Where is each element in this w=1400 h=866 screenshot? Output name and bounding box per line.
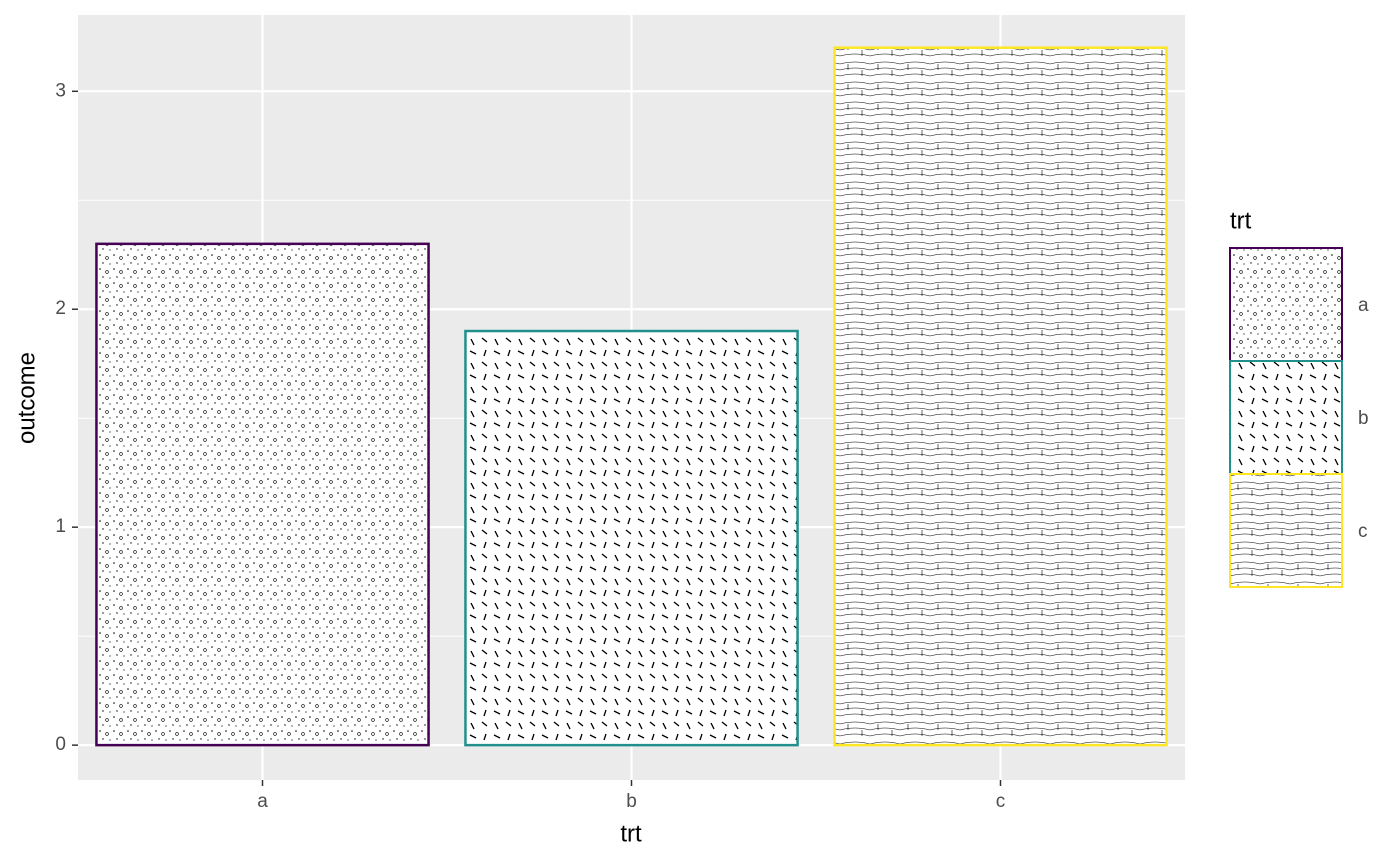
- legend-key: [1229, 360, 1343, 475]
- legend-key: [1229, 247, 1343, 362]
- y-tick-label: 3: [55, 80, 66, 101]
- legend-label: c: [1358, 521, 1368, 542]
- y-tick-label: 2: [55, 298, 66, 319]
- y-tick-label: 1: [55, 516, 66, 537]
- x-tick-label: a: [257, 791, 268, 812]
- legend-label: a: [1358, 295, 1369, 316]
- legend-label: b: [1358, 408, 1369, 429]
- legend-title: trt: [1230, 207, 1252, 234]
- bar: [95, 242, 430, 747]
- x-tick-label: c: [996, 791, 1006, 812]
- y-tick-label: 0: [55, 734, 66, 755]
- y-axis-title: outcome: [13, 352, 40, 444]
- bar: [833, 46, 1168, 747]
- bar: [464, 329, 799, 747]
- legend-key: [1229, 473, 1343, 588]
- x-axis-title: trt: [620, 820, 642, 847]
- x-tick-label: b: [626, 791, 637, 812]
